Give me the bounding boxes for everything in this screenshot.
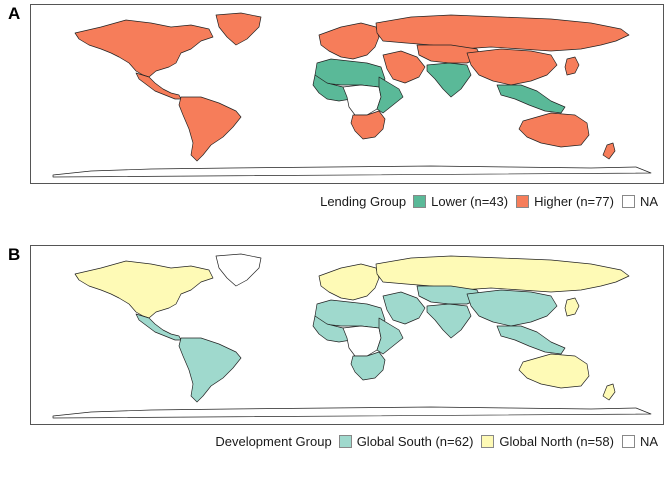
region-europe <box>318 263 380 301</box>
region-central-africa <box>342 84 382 116</box>
legend-item-global-south: Global South (n=62) <box>338 434 474 449</box>
region-antarctica <box>52 165 652 178</box>
region-south-asia <box>426 62 472 98</box>
legend-title: Lending Group <box>320 194 407 209</box>
panel-a-label: A <box>8 4 21 23</box>
panel-a-world-map <box>52 12 652 178</box>
legend-item-lower: Lower (n=43) <box>413 194 508 209</box>
region-southern-africa <box>350 110 386 140</box>
legend-label-global-north: Global North (n=58) <box>499 434 614 449</box>
region-east-africa <box>376 76 404 114</box>
legend-label-global-south: Global South (n=62) <box>356 434 474 449</box>
region-russia <box>375 14 630 52</box>
region-east-africa <box>376 317 404 355</box>
region-china <box>466 48 558 86</box>
region-middle-east <box>382 291 426 325</box>
region-southeast-asia <box>496 84 566 114</box>
region-south-america <box>178 96 242 162</box>
region-central-america <box>135 72 182 100</box>
legend-item-higher: Higher (n=77) <box>516 194 614 209</box>
region-central-africa <box>342 325 382 357</box>
panel-b-legend: Development Group Global South (n=62) Gl… <box>215 434 658 449</box>
legend-label-higher: Higher (n=77) <box>534 194 614 209</box>
legend-label-na: NA <box>639 194 658 209</box>
legend-title: Development Group <box>215 434 332 449</box>
region-australia <box>518 353 590 389</box>
legend-swatch-higher <box>516 195 530 208</box>
legend-item-na: NA <box>621 194 658 209</box>
panel-b-world-map <box>52 253 652 419</box>
panel-b-label: B <box>8 245 21 264</box>
region-australia <box>518 112 590 148</box>
region-russia <box>375 255 630 293</box>
region-southeast-asia <box>496 325 566 355</box>
region-central-america <box>135 313 182 341</box>
legend-swatch-global-south <box>338 435 352 448</box>
region-west-africa <box>312 315 354 343</box>
region-south-asia <box>426 303 472 339</box>
panel-a-legend: Lending Group Lower (n=43) Higher (n=77)… <box>320 194 658 209</box>
region-new-zealand <box>602 142 616 160</box>
region-southern-africa <box>350 351 386 381</box>
legend-swatch-lower <box>413 195 427 208</box>
legend-label-lower: Lower (n=43) <box>431 194 509 209</box>
region-middle-east <box>382 50 426 84</box>
panel-b-map <box>30 245 664 425</box>
legend-label-na: NA <box>639 434 658 449</box>
region-new-zealand <box>602 383 616 401</box>
region-south-america <box>178 337 242 403</box>
region-north-america <box>74 260 214 319</box>
legend-item-na: NA <box>621 434 658 449</box>
region-west-africa <box>312 74 354 102</box>
legend-swatch-global-north <box>481 435 495 448</box>
region-china <box>466 289 558 327</box>
region-north-america <box>74 19 214 78</box>
region-europe <box>318 22 380 60</box>
region-japan <box>564 56 580 76</box>
legend-swatch-na <box>621 435 635 448</box>
region-antarctica <box>52 406 652 419</box>
panel-a-map <box>30 4 664 184</box>
region-japan <box>564 297 580 317</box>
region-central-asia <box>416 44 482 64</box>
region-central-asia <box>416 285 482 305</box>
legend-swatch-na <box>621 195 635 208</box>
legend-item-global-north: Global North (n=58) <box>481 434 614 449</box>
region-greenland <box>215 253 262 287</box>
region-greenland <box>215 12 262 46</box>
